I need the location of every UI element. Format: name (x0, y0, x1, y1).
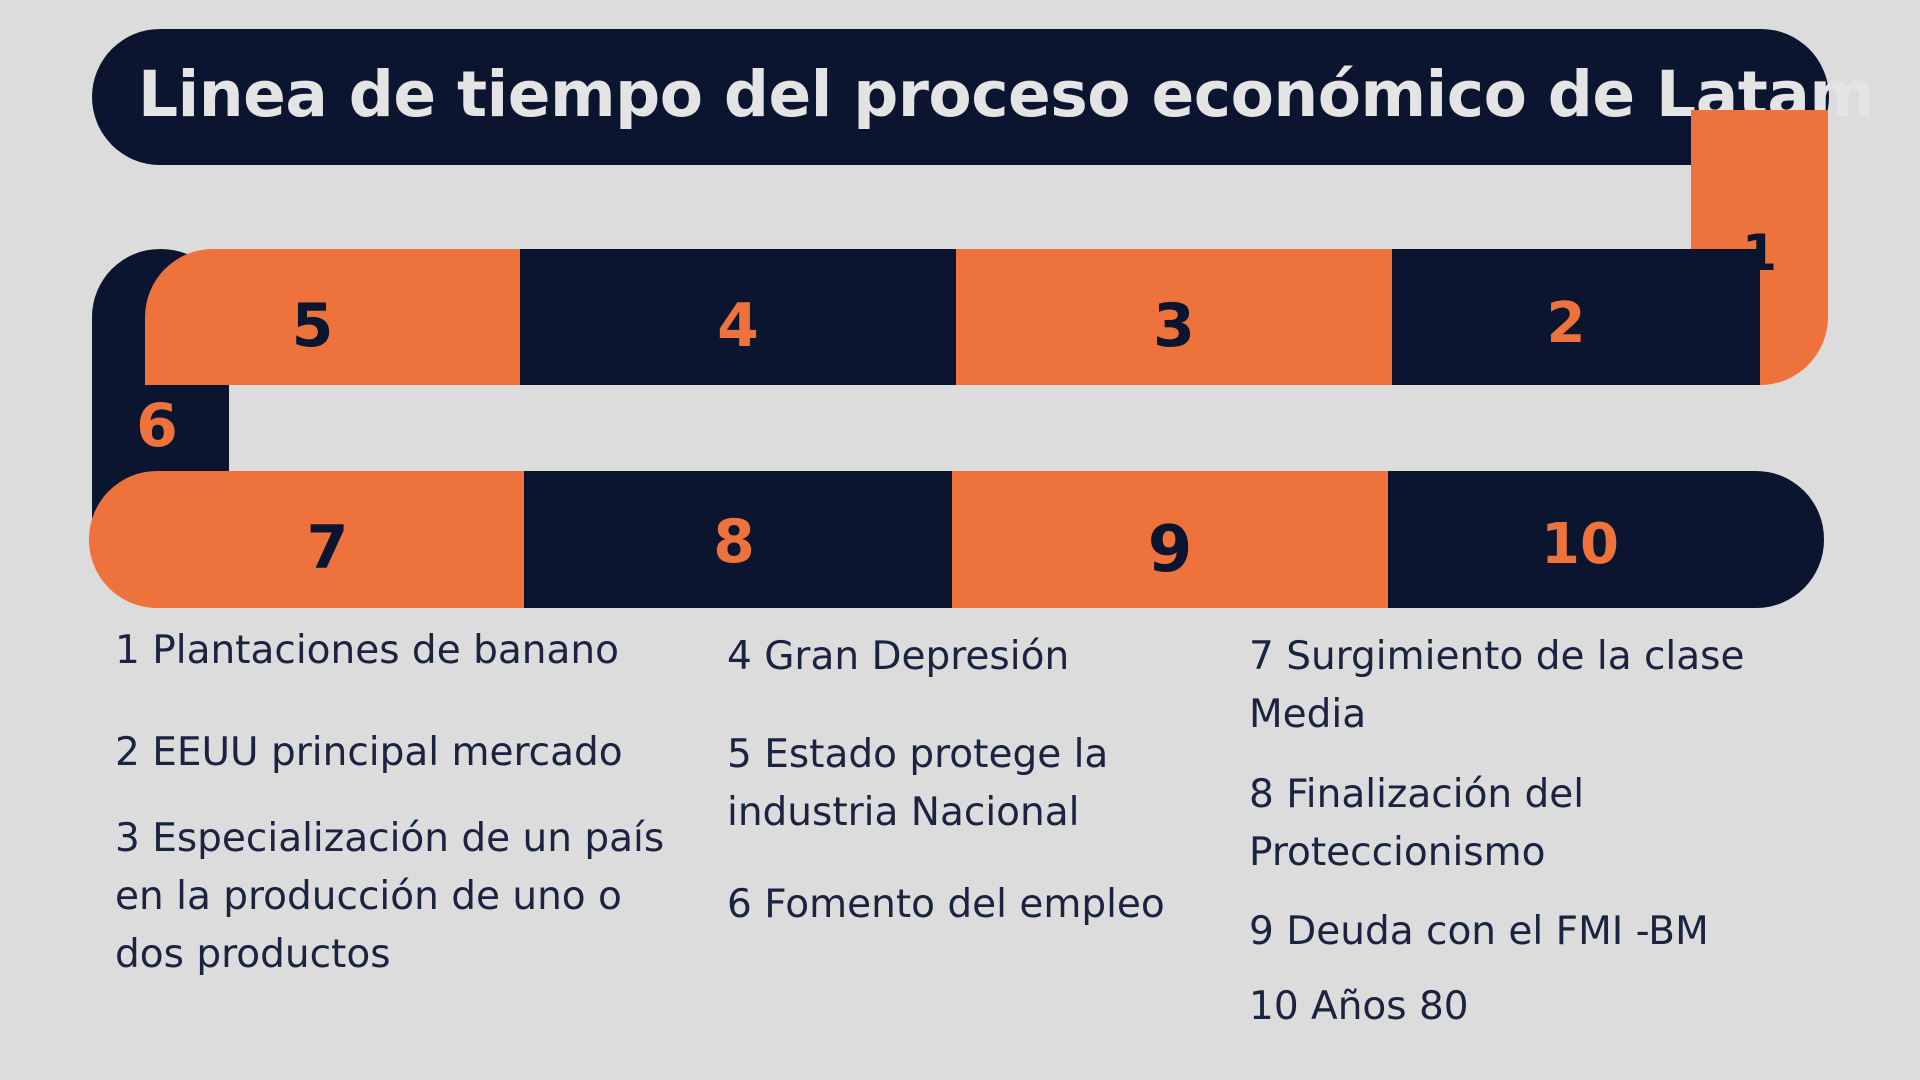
timeline-segment-7 (89, 471, 525, 608)
legend-item-3: 3 Especialización de un país en la produ… (115, 816, 665, 977)
timeline-segment-10 (1388, 471, 1824, 608)
timeline-number-6: 6 (136, 391, 178, 461)
timeline-segment-3 (956, 249, 1392, 385)
legend-item-1: 1 Plantaciones de banano (115, 628, 619, 673)
timeline-segment-5 (145, 249, 520, 385)
timeline-segment-9 (952, 471, 1388, 608)
timeline-segment-4 (520, 249, 956, 385)
timeline-number-5: 5 (291, 291, 334, 361)
timeline-segment-2 (1392, 249, 1760, 385)
legend-item-2: 2 EEUU principal mercado (115, 730, 623, 775)
timeline-number-10: 10 (1541, 512, 1619, 577)
legend-item-5: 5 Estado protege la industria Nacional (727, 732, 1109, 835)
legend-item-4: 4 Gran Depresión (727, 634, 1070, 679)
timeline-segment-8 (524, 471, 952, 608)
legend-item-7: 7 Surgimiento de la clase Media (1249, 634, 1745, 737)
legend-item-8: 8 Finalización del Proteccionismo (1249, 772, 1585, 875)
page-title: Linea de tiempo del proceso económico de… (138, 58, 1875, 131)
timeline-number-2: 2 (1546, 291, 1586, 356)
legend-item-6: 6 Fomento del empleo (727, 882, 1165, 927)
timeline-number-8: 8 (713, 507, 755, 577)
timeline-number-9: 9 (1147, 513, 1193, 587)
legend-item-9: 9 Deuda con el FMI -BM (1249, 909, 1709, 954)
title-banner (92, 29, 1829, 165)
timeline-number-3: 3 (1153, 291, 1195, 361)
timeline-number-7: 7 (306, 513, 349, 583)
legend-item-10: 10 Años 80 (1249, 984, 1469, 1029)
timeline-number-4: 4 (717, 291, 759, 361)
